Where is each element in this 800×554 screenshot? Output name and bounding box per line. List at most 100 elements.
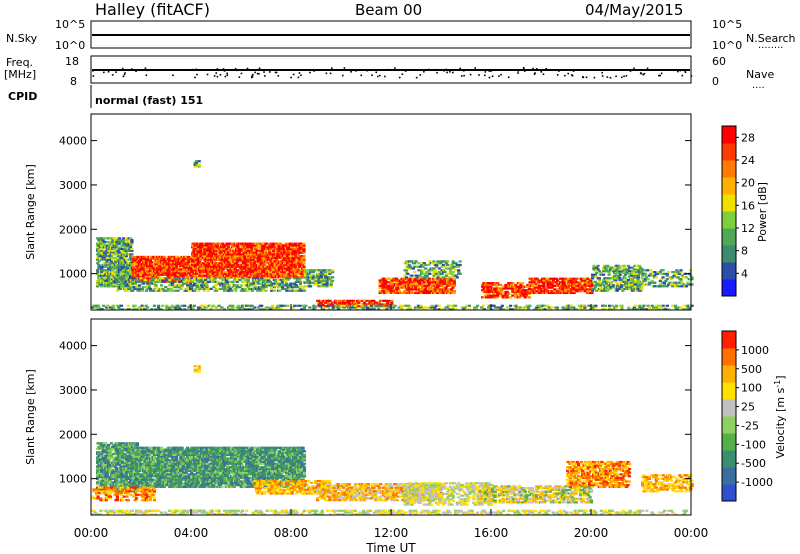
echo-cell <box>367 308 371 311</box>
nave-dot <box>297 76 300 79</box>
echo-cell <box>647 274 651 277</box>
echo-cell <box>433 269 437 272</box>
echo-cell <box>538 288 542 291</box>
echo-cell <box>236 306 240 309</box>
nave-dot <box>567 72 570 75</box>
echo-cell <box>91 306 95 309</box>
echo-cell <box>261 287 265 291</box>
echo-cell <box>252 262 257 265</box>
echo-cell <box>247 262 251 265</box>
echo-cell <box>432 274 436 277</box>
echo-cell <box>213 260 217 263</box>
echo-cell <box>266 255 270 258</box>
nave-dot <box>350 71 352 73</box>
nave-dot <box>664 69 667 71</box>
echo-cell <box>181 262 186 266</box>
echo-cell <box>109 267 113 270</box>
echo-cell <box>198 280 202 283</box>
echo-cell <box>558 277 562 280</box>
echo-cell <box>622 268 626 271</box>
echo-cell <box>217 253 221 256</box>
echo-cell <box>319 304 323 307</box>
echo-cell <box>322 279 326 283</box>
echo-cell <box>439 274 443 277</box>
echo-cell <box>202 262 206 265</box>
echo-cell <box>432 260 436 263</box>
echo-cell <box>628 286 632 289</box>
echo-cell <box>232 278 237 282</box>
echo-cell <box>537 308 542 311</box>
echo-cell <box>545 286 549 289</box>
echo-cell <box>147 286 151 289</box>
echo-cell <box>327 304 331 307</box>
echo-cell <box>157 261 161 264</box>
echo-cell <box>363 304 367 307</box>
echo-cell <box>133 257 137 260</box>
nave-dot <box>92 69 94 72</box>
echo-cell <box>131 289 135 292</box>
echo-cell <box>536 282 540 286</box>
echo-cell <box>97 263 101 267</box>
echo-cell <box>550 281 554 284</box>
echo-cell <box>406 277 410 280</box>
echo-cell <box>231 304 235 307</box>
echo-cell <box>213 277 217 280</box>
echo-cell <box>493 283 497 287</box>
echo-cell <box>331 308 335 311</box>
echo-cell <box>444 267 448 270</box>
echo-cell <box>589 288 593 291</box>
echo-cell <box>403 274 407 277</box>
echo-cell <box>205 284 209 287</box>
echo-cell <box>539 306 543 309</box>
echo-cell <box>243 277 248 280</box>
echo-cell <box>686 281 690 284</box>
nave-dot <box>278 68 280 71</box>
echo-cell <box>671 285 675 288</box>
echo-cell <box>447 291 451 295</box>
echo-cell <box>265 260 269 263</box>
echo-cell <box>497 289 501 292</box>
echo-cell <box>589 279 593 282</box>
echo-cell <box>177 306 181 309</box>
echo-cell <box>556 282 560 286</box>
echo-cell <box>342 306 346 309</box>
nave-dot <box>251 75 254 78</box>
echo-cell <box>118 287 122 291</box>
echo-cell <box>210 277 215 280</box>
echo-cell <box>596 264 600 267</box>
echo-cell <box>406 267 410 270</box>
echo-cell <box>274 258 279 261</box>
echo-cell <box>109 255 113 258</box>
echo-cell <box>143 286 147 289</box>
echo-cell <box>630 266 635 269</box>
echo-cell <box>102 244 107 247</box>
beam-title: Beam 00 <box>355 1 422 19</box>
echo-cell <box>328 272 332 275</box>
echo-cell <box>300 286 304 289</box>
echo-cell <box>342 303 346 306</box>
echo-cell <box>322 306 326 309</box>
nave-dot <box>121 67 124 70</box>
echo-cell <box>399 284 403 287</box>
echo-cell <box>595 275 599 278</box>
echo-cell <box>538 284 542 287</box>
echo-cell <box>325 285 329 288</box>
echo-cell <box>425 282 429 286</box>
echo-cell <box>169 262 173 266</box>
echo-cell <box>451 260 455 263</box>
echo-cell <box>425 274 429 277</box>
echo-cell <box>260 277 264 280</box>
echo-cell <box>269 247 273 251</box>
echo-cell <box>388 288 392 291</box>
echo-cell <box>317 281 321 284</box>
echo-cell <box>590 284 594 287</box>
echo-cell <box>675 283 679 286</box>
nave-dot <box>478 74 480 76</box>
echo-cell <box>610 282 614 285</box>
echo-cell <box>237 265 241 268</box>
nave-dot <box>523 68 525 71</box>
echo-cell <box>302 260 306 263</box>
echo-cell <box>118 242 122 245</box>
echo-cell <box>542 281 546 284</box>
echo-cell <box>96 283 100 286</box>
